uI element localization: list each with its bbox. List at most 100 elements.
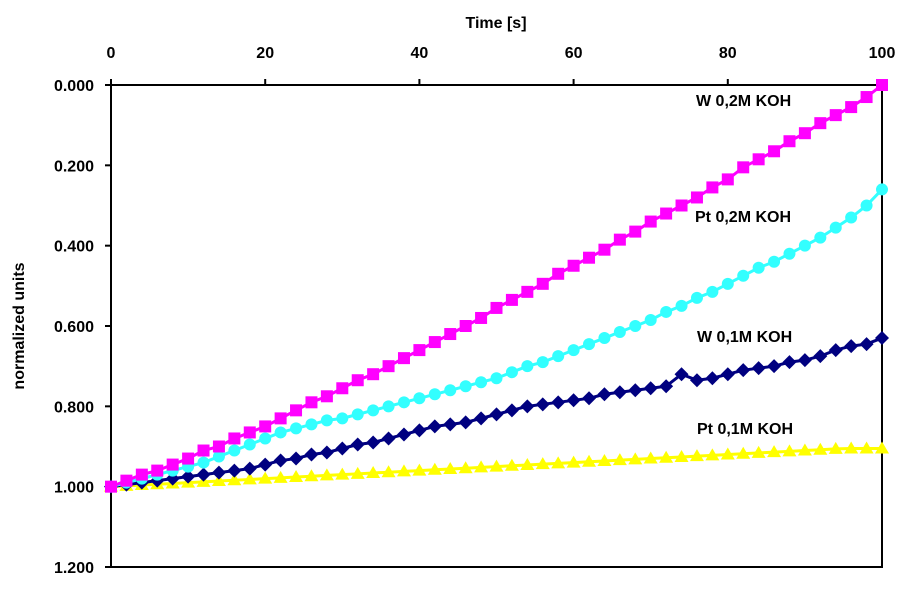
data-point [350,437,365,452]
data-point [597,387,612,402]
data-point [814,231,827,244]
data-point [259,432,272,445]
data-point [644,313,657,326]
data-point [582,391,597,406]
data-point [211,474,226,487]
data-point [520,457,535,470]
data-point [875,441,889,454]
x-tick-label: 60 [565,45,583,62]
x-tick-label: 80 [719,45,737,62]
data-point [381,431,396,446]
data-point [876,183,888,196]
data-point [675,199,688,212]
data-point [504,458,519,471]
data-point [335,441,350,456]
data-point [397,396,410,409]
x-tick-label: 100 [869,45,896,62]
data-point [737,161,750,174]
data-point [535,397,550,412]
y-tick-label: 0.800 [54,399,94,416]
data-point [706,181,719,194]
series-2 [104,331,889,494]
data-point [612,385,627,400]
y-tick-label: 0.600 [54,319,94,336]
plot-frame [110,84,883,568]
data-point [336,412,349,425]
data-point [243,426,256,439]
data-point [675,299,688,312]
data-point [197,456,210,469]
data-point [151,464,164,477]
data-point [598,243,611,256]
data-point [860,199,873,212]
data-point [228,432,241,445]
series-label: Pt 0,1M KOH [697,421,793,438]
data-point [243,438,256,451]
y-axis-title: normalized units [11,262,28,389]
data-point [597,453,612,466]
data-point [859,337,874,352]
series-1 [105,183,888,493]
data-point [305,418,318,431]
data-point [828,343,843,358]
data-point [490,372,503,385]
data-point [783,247,796,260]
data-point [520,399,535,414]
data-point [504,403,519,418]
data-point [552,350,565,363]
data-point [845,101,858,114]
x-tick-label: 0 [107,45,116,62]
data-point [551,456,566,469]
data-point [598,332,611,345]
data-point [182,452,195,465]
data-point [489,407,504,422]
data-point [397,352,410,365]
data-point [396,427,411,442]
data-point [736,363,751,378]
data-point [105,480,117,493]
data-point [413,344,426,357]
data-point [629,225,642,238]
data-point [613,326,626,339]
data-point [768,255,781,268]
data-point [505,293,518,306]
data-point [196,467,211,482]
data-point [350,466,365,479]
data-point [690,191,703,204]
data-point [459,320,472,332]
data-point [197,444,210,457]
data-point [428,388,441,401]
data-point [829,221,842,234]
data-point [166,458,179,471]
data-point [490,301,503,314]
data-point [535,457,550,470]
data-point [706,285,719,298]
data-point [273,470,288,483]
data-point [567,344,580,357]
data-point [751,445,766,458]
data-point [211,465,226,480]
data-point [259,420,272,433]
y-tick-label: 1.000 [54,480,94,497]
data-point [552,267,565,280]
data-point [674,367,689,382]
data-point [135,468,148,481]
data-point [335,467,350,480]
data-point [428,336,441,349]
data-point [612,453,627,466]
data-point [536,356,549,369]
data-point [274,412,287,425]
data-point [444,384,457,397]
data-point [797,353,812,368]
data-point [720,447,735,460]
data-point [828,441,843,454]
data-point [583,251,596,264]
data-point [305,396,318,409]
data-point [443,417,458,432]
data-point [336,382,349,395]
data-point [783,135,796,148]
data-point [844,339,859,354]
data-point [458,461,473,474]
series-labels: W 0,2M KOH Pt 0,2M KOH W 0,1M KOH Pt 0,1M K… [695,93,793,438]
